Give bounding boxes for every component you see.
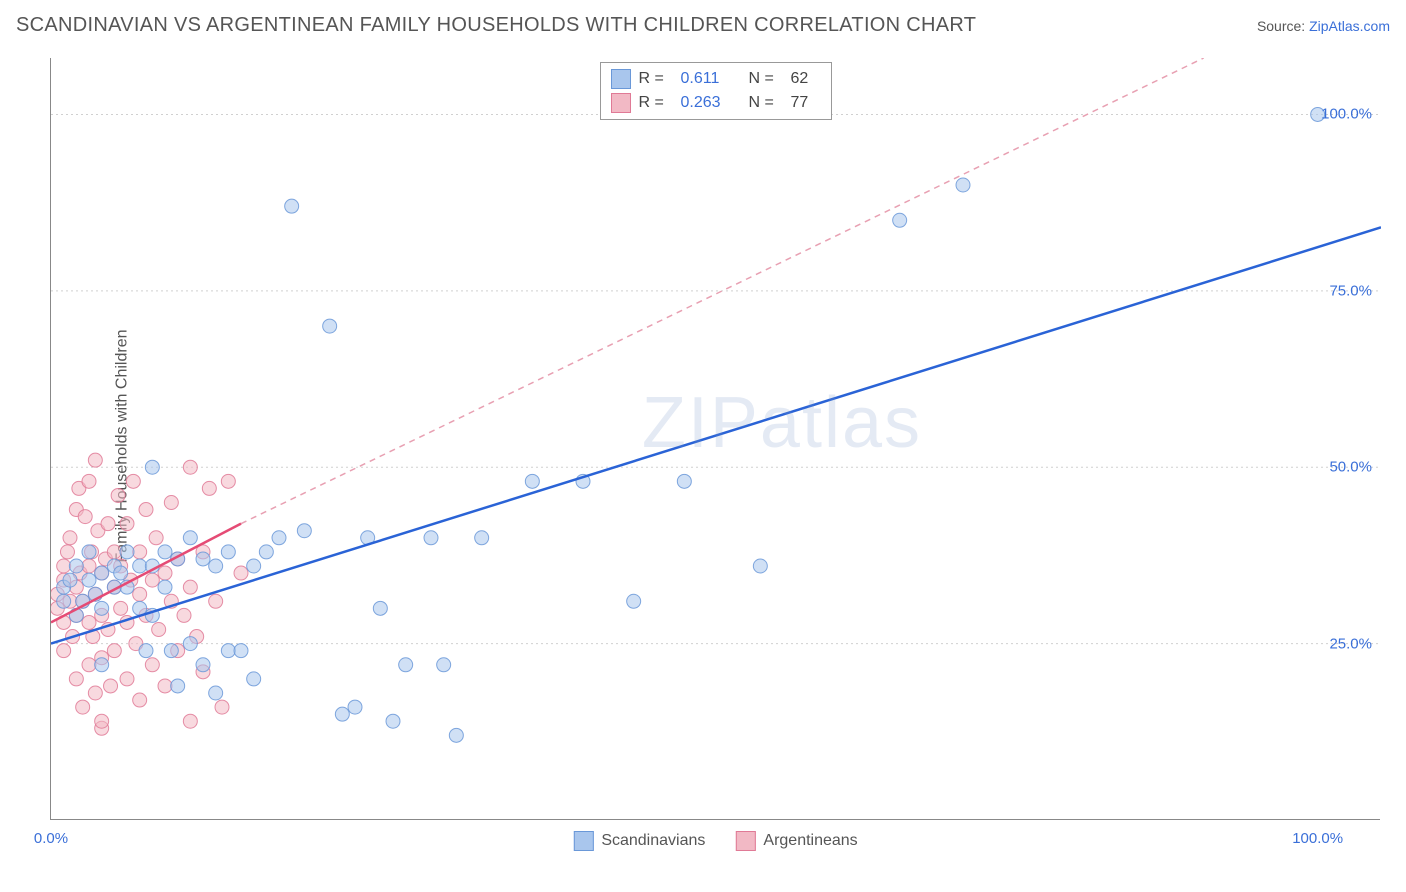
r-label: R = xyxy=(639,70,673,88)
y-tick-label: 100.0% xyxy=(1321,106,1372,123)
r-value: 0.611 xyxy=(681,70,741,88)
header: SCANDINAVIAN VS ARGENTINEAN FAMILY HOUSE… xyxy=(16,14,1390,37)
r-label: R = xyxy=(639,94,673,112)
n-label: N = xyxy=(749,70,783,88)
swatch-scandinavians xyxy=(573,831,593,851)
swatch-argentineans xyxy=(611,93,631,113)
plot-svg xyxy=(51,58,1381,820)
stats-legend: R = 0.611 N = 62 R = 0.263 N = 77 xyxy=(600,62,832,120)
swatch-scandinavians xyxy=(611,69,631,89)
stats-row-scandinavians: R = 0.611 N = 62 xyxy=(611,67,821,91)
source-link[interactable]: ZipAtlas.com xyxy=(1309,18,1390,34)
r-value: 0.263 xyxy=(681,94,741,112)
x-tick-label: 100.0% xyxy=(1292,830,1343,847)
swatch-argentineans xyxy=(735,831,755,851)
x-tick-label: 0.0% xyxy=(34,830,68,847)
y-tick-label: 75.0% xyxy=(1329,282,1372,299)
source-attribution: Source: ZipAtlas.com xyxy=(1257,18,1390,34)
y-tick-label: 50.0% xyxy=(1329,459,1372,476)
chart-container: SCANDINAVIAN VS ARGENTINEAN FAMILY HOUSE… xyxy=(0,0,1406,892)
source-prefix: Source: xyxy=(1257,18,1309,34)
stats-row-argentineans: R = 0.263 N = 77 xyxy=(611,91,821,115)
series-legend: Scandinavians Argentineans xyxy=(573,831,857,851)
y-tick-label: 25.0% xyxy=(1329,635,1372,652)
legend-item-argentineans: Argentineans xyxy=(735,831,857,851)
chart-title: SCANDINAVIAN VS ARGENTINEAN FAMILY HOUSE… xyxy=(16,14,976,37)
n-value: 62 xyxy=(791,70,821,88)
n-value: 77 xyxy=(791,94,821,112)
legend-label: Argentineans xyxy=(763,832,857,850)
legend-item-scandinavians: Scandinavians xyxy=(573,831,705,851)
n-label: N = xyxy=(749,94,783,112)
legend-label: Scandinavians xyxy=(601,832,705,850)
plot-area: ZIPatlas R = 0.611 N = 62 R = 0.263 N = … xyxy=(50,58,1380,820)
